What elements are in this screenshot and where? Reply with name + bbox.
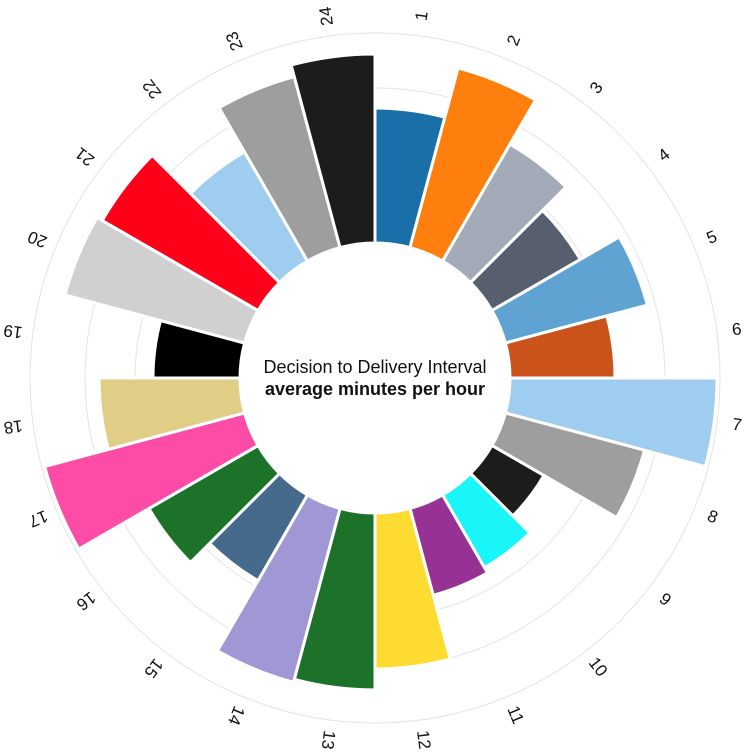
bar [408,66,538,264]
category-label: 9 [656,589,675,610]
bar [42,411,261,552]
bar [489,234,650,345]
chart-subtitle: average minutes per hour [265,379,485,399]
category-label: 16 [73,588,100,615]
category-label: 8 [705,506,721,527]
category-label: 15 [140,655,167,682]
bar [489,411,647,520]
chart-title: Decision to Delivery Interval [263,357,486,377]
category-label: 2 [503,32,524,48]
category-label: 13 [318,729,339,750]
category-label: 4 [654,145,673,166]
bar [215,492,342,685]
category-label: 1 [412,10,432,22]
category-label: 14 [224,703,249,728]
category-label: 17 [26,506,51,531]
category-label: 5 [704,227,720,248]
bar [440,142,569,285]
category-label: 24 [316,6,337,27]
bar [63,215,261,345]
category-label: 18 [3,416,24,437]
bar [97,376,247,452]
category-label: 6 [731,319,743,339]
bar [100,153,282,313]
ring [29,32,721,724]
category-label: 3 [586,78,607,97]
category-label: 22 [139,76,166,103]
category-label: 7 [731,415,743,435]
category-label: 23 [222,29,247,54]
bar [289,52,377,250]
category-label: 10 [585,654,612,681]
category-label: 20 [25,227,50,252]
category-label: 11 [503,703,527,727]
category-label: 19 [2,321,23,342]
category-label: 21 [72,143,99,170]
category-label: 12 [413,729,434,750]
bar [503,376,719,469]
